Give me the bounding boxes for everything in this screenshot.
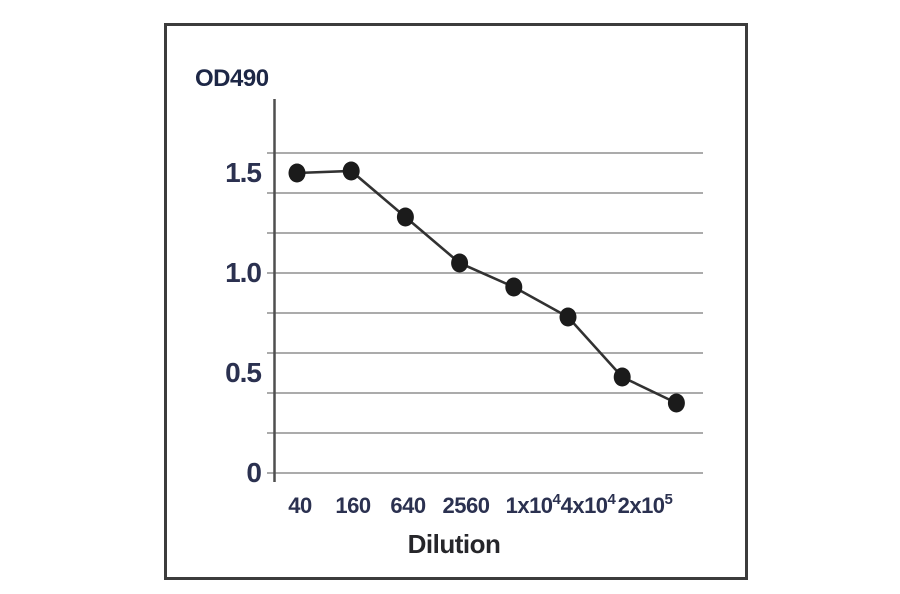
x-tick-label: 4x104 <box>561 491 617 518</box>
x-tick-label: 160 <box>335 493 370 518</box>
x-tick-label: 2x105 <box>618 491 673 518</box>
data-point <box>396 207 414 227</box>
data-point <box>342 161 360 181</box>
plot-area: 0 0.5 1.0 1.5 40 160 640 2560 1x104 4x104 2x105 <box>225 99 703 518</box>
series-line <box>296 169 677 405</box>
data-point <box>559 307 577 327</box>
x-tick-label: 1x104 <box>506 491 562 518</box>
data-point <box>613 367 631 387</box>
y-axis-title: OD490 <box>195 65 269 92</box>
data-point <box>505 277 523 297</box>
x-tick-label: 40 <box>288 493 312 518</box>
x-tick-label: 640 <box>390 493 425 518</box>
y-tick-label: 1.0 <box>225 257 261 288</box>
chart-frame: 0 0.5 1.0 1.5 40 160 640 2560 1x104 4x104 2x105 OD… <box>164 23 748 580</box>
x-tick-label: 2560 <box>443 493 490 518</box>
y-tick-label: 0.5 <box>225 357 261 388</box>
x-axis-title: Dilution <box>407 529 501 559</box>
y-tick-label: 1.5 <box>225 157 261 188</box>
data-point <box>667 393 685 413</box>
data-point <box>451 253 469 273</box>
data-point <box>288 163 306 183</box>
y-tick-label: 0 <box>246 457 261 488</box>
